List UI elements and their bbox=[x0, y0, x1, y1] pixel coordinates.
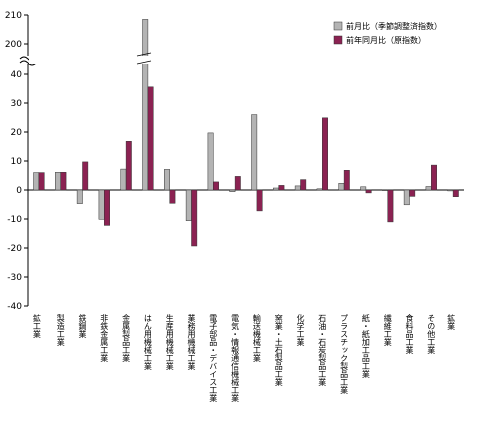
y-tick-label: -10 bbox=[7, 215, 22, 225]
x-tick-label-18: その他工業 bbox=[427, 314, 436, 355]
bar-yoy-14 bbox=[343, 170, 350, 191]
bar-mom-15 bbox=[360, 186, 367, 191]
bar-yoy-1 bbox=[60, 172, 67, 191]
x-tick-label-5: はん用機械工業 bbox=[143, 314, 152, 371]
bar-yoy-17 bbox=[409, 189, 416, 197]
legend-label-0: 前月比（季節調整済指数） bbox=[346, 21, 442, 31]
bar-mom-10 bbox=[251, 114, 258, 191]
x-tick-label-12: 化学工業 bbox=[296, 313, 305, 347]
bar-mom-3 bbox=[98, 189, 105, 220]
bar-mom-18 bbox=[425, 186, 432, 191]
y-tick-label: 20 bbox=[11, 128, 23, 138]
bar-mom-19 bbox=[447, 189, 454, 192]
bar-mom-2 bbox=[76, 189, 83, 204]
x-tick-label-14: プラスチック製品工業 bbox=[340, 314, 349, 395]
bar-yoy-11 bbox=[278, 185, 285, 191]
x-tick-label-9: 電気・情報通信機械工業 bbox=[231, 314, 240, 403]
x-tick-label-15: 紙・紙加工品工業 bbox=[361, 313, 370, 379]
bar-yoy-7 bbox=[191, 189, 198, 247]
bar-mom-11 bbox=[273, 187, 279, 191]
bar-yoy-2 bbox=[82, 161, 89, 191]
bar-yoy-19 bbox=[452, 189, 459, 197]
y-tick-label: -30 bbox=[7, 273, 22, 283]
bar-mom-17 bbox=[403, 189, 410, 206]
bar-yoy-10 bbox=[256, 189, 263, 212]
bar-yoy-6 bbox=[169, 189, 176, 204]
y-tick-label: -40 bbox=[7, 302, 22, 312]
bar-mom-14 bbox=[338, 183, 345, 191]
x-tick-label-10: 輸送機械工業 bbox=[252, 313, 261, 363]
bar-yoy-3 bbox=[104, 189, 110, 226]
x-tick-label-2: 鉄鋼業 bbox=[78, 313, 87, 339]
bar-mom-0 bbox=[33, 172, 40, 191]
bar-yoy-4 bbox=[125, 141, 132, 191]
x-tick-label-19: 鉱業 bbox=[447, 313, 456, 331]
legend-swatch-1 bbox=[333, 35, 343, 45]
x-tick-label-13: 石油・石炭製品工業 bbox=[318, 314, 327, 387]
y-tick-label: 210 bbox=[5, 11, 22, 21]
x-axis-labels: 鉱工業 製造工業 鉄鋼業 非鉄金属工業 金属製品工業 はん用機械工業 生産用機械工業 業務用機… bbox=[32, 313, 455, 403]
bar-yoy-18 bbox=[431, 164, 437, 191]
y-tick-label: 10 bbox=[11, 157, 23, 167]
bar-mom-1 bbox=[55, 172, 61, 191]
bar-mom-8 bbox=[207, 132, 214, 191]
x-tick-label-0: 鉱工業 bbox=[32, 313, 41, 339]
bar-yoy-16 bbox=[387, 189, 394, 223]
x-tick-label-3: 非鉄金属工業 bbox=[100, 313, 109, 363]
bar-yoy-5 bbox=[147, 86, 154, 191]
y-tick-label: 200 bbox=[5, 40, 22, 50]
y-axis-break-mark bbox=[19, 60, 37, 66]
x-tick-label-7: 業務用機械工業 bbox=[187, 313, 196, 371]
bar-mom-16 bbox=[382, 189, 388, 191]
bar-yoy-12 bbox=[300, 179, 307, 191]
x-tick-label-11: 窯業・土石製品工業 bbox=[274, 313, 283, 387]
x-tick-label-16: 繊維工業 bbox=[383, 313, 392, 347]
bar-mom-4 bbox=[120, 168, 127, 191]
x-tick-label-6: 生産用機械工業 bbox=[165, 313, 174, 371]
bar-mom-7 bbox=[185, 189, 192, 221]
y-tick-label: 40 bbox=[11, 70, 23, 80]
bar-yoy-13 bbox=[322, 117, 328, 191]
bar-break-gap bbox=[29, 56, 465, 64]
legend-label-1: 前年同月比（原指数） bbox=[346, 35, 426, 45]
x-tick-label-1: 製造工業 bbox=[56, 313, 65, 347]
bar-break-mark bbox=[136, 52, 152, 57]
x-tick-label-17: 食料品工業 bbox=[405, 313, 414, 355]
bar-yoy-15 bbox=[365, 189, 372, 194]
bar-yoy-9 bbox=[234, 176, 241, 191]
y-axis-ticks: -40 -30 -20 -10 0 10 20 30 40 200 210 bbox=[5, 11, 28, 312]
bar-mom-9 bbox=[229, 189, 236, 192]
chart-legend: 前月比（季節調整済指数） 前年同月比（原指数） bbox=[333, 21, 442, 45]
bar-mom-6 bbox=[164, 169, 170, 191]
y-tick-label: -20 bbox=[7, 244, 22, 254]
x-tick-label-8: 電子部品・デバイス工業 bbox=[209, 314, 218, 403]
legend-swatch-0 bbox=[333, 21, 343, 31]
bar-yoy-0 bbox=[38, 172, 45, 191]
y-tick-label: 0 bbox=[16, 186, 22, 196]
bar-mom-13 bbox=[316, 188, 323, 191]
bar-yoy-8 bbox=[213, 181, 219, 191]
bar-mom-12 bbox=[294, 185, 301, 191]
y-tick-label: 30 bbox=[11, 99, 23, 109]
bar-break-mark bbox=[136, 60, 152, 65]
chart-bars bbox=[29, 19, 465, 247]
bar-mom-5 bbox=[142, 19, 149, 191]
x-tick-label-4: 金属製品工業 bbox=[122, 313, 131, 363]
